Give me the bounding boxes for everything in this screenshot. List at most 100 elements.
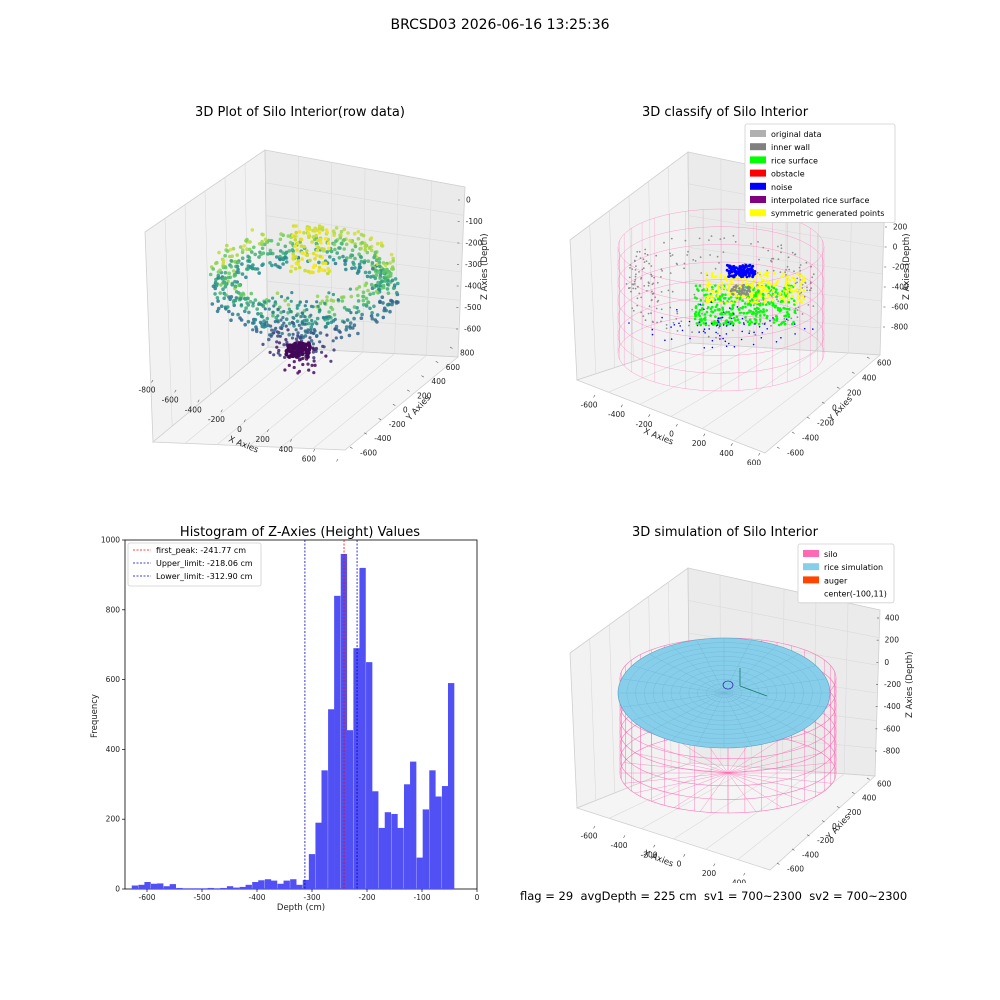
- classify-rice-surface-point: [775, 288, 778, 291]
- classify-inner-wall-point: [646, 290, 648, 292]
- classify-inner-wall-point: [784, 271, 786, 274]
- raw-data-point: [283, 256, 288, 260]
- classify-rice-surface-point: [776, 308, 780, 312]
- histogram-y-tick-label: 0: [115, 885, 120, 894]
- simulation-silo-floor-spoke: [699, 772, 729, 812]
- raw-data-point: [315, 300, 319, 304]
- raw-data-point: [328, 255, 332, 259]
- raw-data-point: [357, 265, 362, 270]
- classify-symmetric-point: [772, 284, 776, 287]
- raw-data-point: [388, 261, 392, 265]
- classify-noise-point: [681, 329, 684, 332]
- raw-data-point: [317, 231, 322, 235]
- raw-data-point: [215, 309, 220, 314]
- raw-data-point: [273, 300, 277, 304]
- simulation-rice-mesh-spoke: [723, 692, 816, 721]
- classify-symmetric-point: [785, 277, 788, 280]
- classify-inner-wall-point: [625, 283, 628, 285]
- raw-data-point: [283, 368, 287, 372]
- raw-data-point: [361, 290, 366, 295]
- raw-data-point: [342, 227, 347, 232]
- simulation-center-axis: [739, 685, 768, 697]
- raw-data-point: [313, 257, 317, 261]
- classify-inner-wall-point: [708, 324, 710, 327]
- raw-data-point: [359, 246, 363, 251]
- classify-floor-gridline: [639, 346, 754, 405]
- raw-data-point: [269, 238, 274, 243]
- classify-inner-wall-point: [645, 260, 648, 262]
- raw-data-point: [371, 266, 375, 271]
- raw-data-point: [392, 283, 397, 287]
- classify-rice-surface-point: [754, 318, 758, 322]
- raw-data-point: [261, 251, 266, 255]
- raw-data-point: [297, 358, 302, 362]
- raw-data-point: [291, 252, 296, 256]
- classify-rice-surface-point: [754, 314, 758, 317]
- classify-rice-surface-point: [761, 310, 764, 314]
- raw-data-point: [287, 363, 291, 367]
- classify-y-tick-mark: [776, 446, 780, 449]
- classify-legend-label: noise: [771, 183, 792, 192]
- raw-data-point: [308, 258, 312, 263]
- raw-data-point: [226, 275, 231, 280]
- raw-data-point: [322, 345, 326, 349]
- classify-symmetric-point: [761, 289, 764, 292]
- simulation-silo-floor-spoke: [727, 772, 833, 784]
- classify-inner-wall-point: [779, 271, 782, 274]
- classify-symmetric-point: [730, 301, 733, 305]
- raw-data-point: [231, 246, 236, 251]
- raw-data-point: [294, 230, 298, 235]
- classify-symmetric-point: [797, 294, 800, 298]
- raw-data-3d-svg: 3D Plot of Silo Interior(row data) -800-…: [138, 105, 490, 465]
- classify-inner-wall-point: [797, 306, 800, 309]
- simulation-rice-mesh-spoke: [621, 678, 725, 694]
- classify-y-axis-label: Y Axies: [826, 394, 855, 425]
- raw-data-point: [297, 230, 302, 234]
- raw-data-point: [276, 320, 280, 324]
- classify-noise-point: [733, 346, 736, 348]
- classify-legend-label: obstacle: [771, 170, 805, 179]
- simulation-z-tick-label: -800: [883, 747, 900, 756]
- raw-data-point: [356, 299, 361, 303]
- raw-data-point: [381, 261, 386, 265]
- classify-inner-wall-point: [635, 273, 637, 276]
- raw-z-ticks: 0 -100 -200 -300 -400 -500 -600: [456, 196, 483, 334]
- classify-noise-point: [763, 323, 766, 325]
- simulation-x-ticks: -600 -400 -200 0 200 400: [580, 825, 746, 883]
- histogram-bar: [232, 887, 240, 889]
- raw-data-point: [275, 291, 280, 295]
- raw-data-point: [275, 255, 279, 259]
- classify-symmetric-point: [789, 286, 793, 289]
- simulation-z-tick-label: 0: [884, 658, 889, 667]
- raw-data-point: [259, 312, 263, 316]
- raw-data-point: [390, 267, 394, 271]
- raw-data-point: [278, 257, 282, 262]
- raw-data-point: [259, 303, 263, 307]
- classify-legend-label: interpolated rice surface: [771, 196, 869, 205]
- classify-noise-point: [736, 306, 739, 308]
- raw-data-point: [388, 309, 392, 314]
- classify-symmetric-point: [717, 286, 720, 290]
- classify-rice-surface-point: [758, 318, 762, 321]
- raw-data-point: [261, 262, 265, 266]
- classify-noise-point: [698, 331, 700, 333]
- raw-data-point: [325, 295, 329, 299]
- raw-data-point: [262, 242, 267, 247]
- classify-rice-surface-point: [762, 308, 765, 311]
- raw-data-point: [325, 333, 329, 337]
- raw-data-point: [294, 337, 298, 341]
- classify-symmetric-point: [773, 272, 776, 275]
- raw-data-point: [267, 337, 271, 342]
- classify-noise-point: [743, 323, 745, 326]
- raw-data-point: [364, 296, 369, 301]
- raw-data-point: [245, 237, 249, 242]
- classify-inner-wall-point: [675, 318, 678, 320]
- raw-data-point: [351, 260, 355, 265]
- raw-data-point: [340, 299, 345, 303]
- raw-x-tick-label: -400: [185, 405, 202, 414]
- classify-rice-surface-point: [767, 301, 770, 304]
- classify-inner-wall-point: [639, 257, 642, 259]
- classify-inner-wall-point: [731, 329, 734, 332]
- classify-symmetric-point: [785, 286, 789, 290]
- classify-rice-surface-point: [713, 320, 716, 323]
